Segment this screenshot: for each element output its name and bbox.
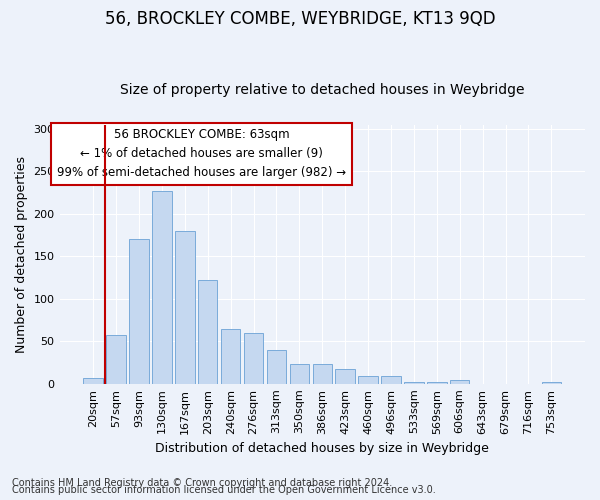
Bar	[221, 328, 241, 384]
Bar	[106, 336, 126, 384]
Bar	[129, 240, 149, 384]
Bar	[335, 368, 355, 384]
Bar	[358, 376, 378, 384]
Bar	[450, 380, 469, 384]
Text: 56 BROCKLEY COMBE: 63sqm
← 1% of detached houses are smaller (9)
99% of semi-det: 56 BROCKLEY COMBE: 63sqm ← 1% of detache…	[57, 128, 346, 180]
Text: Contains HM Land Registry data © Crown copyright and database right 2024.: Contains HM Land Registry data © Crown c…	[12, 478, 392, 488]
Text: 56, BROCKLEY COMBE, WEYBRIDGE, KT13 9QD: 56, BROCKLEY COMBE, WEYBRIDGE, KT13 9QD	[104, 10, 496, 28]
Bar	[83, 378, 103, 384]
Text: Contains public sector information licensed under the Open Government Licence v3: Contains public sector information licen…	[12, 485, 436, 495]
Bar	[381, 376, 401, 384]
Bar	[267, 350, 286, 384]
Bar	[290, 364, 309, 384]
Title: Size of property relative to detached houses in Weybridge: Size of property relative to detached ho…	[120, 83, 524, 97]
Bar	[198, 280, 217, 384]
Bar	[175, 231, 194, 384]
Bar	[313, 364, 332, 384]
Bar	[427, 382, 446, 384]
Bar	[404, 382, 424, 384]
X-axis label: Distribution of detached houses by size in Weybridge: Distribution of detached houses by size …	[155, 442, 489, 455]
Y-axis label: Number of detached properties: Number of detached properties	[15, 156, 28, 352]
Bar	[542, 382, 561, 384]
Bar	[152, 191, 172, 384]
Bar	[244, 333, 263, 384]
